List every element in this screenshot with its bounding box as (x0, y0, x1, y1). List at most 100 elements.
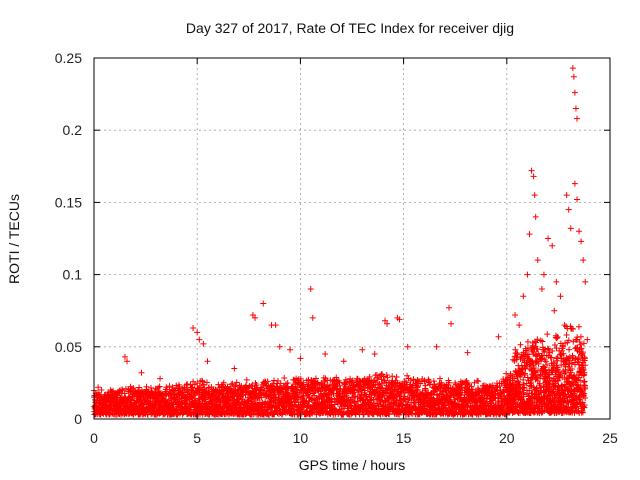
data-point (548, 354, 555, 361)
data-point (582, 385, 589, 392)
data-point (520, 376, 527, 383)
data-point (185, 396, 192, 403)
y-tick-label: 0.25 (55, 50, 82, 66)
data-point (577, 333, 584, 340)
data-point-outlier (464, 349, 471, 356)
data-point-outlier (540, 271, 547, 278)
data-point (378, 397, 385, 404)
y-axis-label: ROTI / TECUs (6, 194, 22, 284)
data-point-outlier (297, 355, 304, 362)
data-point (563, 331, 570, 338)
data-point (568, 325, 575, 332)
data-point (384, 374, 391, 381)
data-point (544, 331, 551, 338)
data-point (468, 383, 475, 390)
data-point (108, 406, 115, 413)
grid-lines (94, 58, 610, 419)
data-point (545, 346, 552, 353)
data-point (570, 325, 577, 332)
data-point (580, 379, 587, 386)
data-point (582, 394, 589, 401)
data-point (166, 383, 173, 390)
data-point (98, 387, 105, 394)
data-point-outlier (340, 358, 347, 365)
data-point (553, 345, 560, 352)
data-point (533, 375, 540, 382)
data-point (184, 380, 191, 387)
data-point (566, 346, 573, 353)
data-point-outlier (287, 346, 294, 353)
data-point-outlier (231, 365, 238, 372)
data-point-outlier (553, 278, 560, 285)
data-point (233, 379, 240, 386)
data-point-outlier (530, 173, 537, 180)
data-point (541, 364, 548, 371)
data-point-outlier (384, 320, 391, 327)
data-point (524, 338, 531, 345)
data-point (565, 399, 572, 406)
data-point-outlier (573, 196, 580, 203)
data-point-outlier (371, 351, 378, 358)
data-point (541, 356, 548, 363)
data-point (551, 398, 558, 405)
data-point-outlier (194, 329, 201, 336)
x-tick-label: 0 (90, 430, 98, 446)
data-point-outlier (495, 333, 502, 340)
data-point (577, 377, 584, 384)
data-point (568, 360, 575, 367)
data-point (284, 380, 291, 387)
data-point (220, 379, 227, 386)
data-point (529, 395, 536, 402)
data-point (534, 336, 541, 343)
axis-ticks (93, 57, 611, 420)
data-point (489, 382, 496, 389)
data-point (578, 345, 585, 352)
data-point (535, 360, 542, 367)
data-point-outlier (520, 293, 527, 300)
y-tick-label: 0.15 (55, 194, 82, 210)
data-point (544, 361, 551, 368)
data-point (401, 378, 408, 385)
data-point (156, 383, 163, 390)
plot-frame (93, 57, 611, 420)
data-point (146, 399, 153, 406)
data-point (517, 341, 524, 348)
data-point (393, 373, 400, 380)
data-point (556, 369, 563, 376)
data-point (336, 382, 343, 389)
data-point (164, 386, 171, 393)
data-point (581, 355, 588, 362)
data-point (581, 369, 588, 376)
data-point-outlier (396, 316, 403, 323)
data-point-outlier (260, 300, 267, 307)
data-point (534, 346, 541, 353)
data-point (575, 323, 582, 330)
data-point (128, 385, 135, 392)
data-point-outlier (549, 242, 556, 249)
data-point (404, 372, 411, 379)
data-point (401, 393, 408, 400)
data-point-outlier (524, 271, 531, 278)
data-point (264, 378, 271, 385)
data-point (243, 376, 250, 383)
data-point (575, 361, 582, 368)
data-point-outlier (538, 286, 545, 293)
data-point-outlier (251, 314, 258, 321)
data-point (533, 339, 540, 346)
data-point-outlier (570, 73, 577, 80)
chart-title: Day 327 of 2017, Rate Of TEC Index for r… (186, 20, 514, 36)
data-point (268, 397, 275, 404)
data-point (554, 333, 561, 340)
data-point (558, 355, 565, 362)
data-point (118, 386, 125, 393)
data-point (248, 383, 255, 390)
data-point-outlier (272, 322, 279, 329)
data-point-outlier (571, 89, 578, 96)
data-point (537, 337, 544, 344)
data-point (381, 377, 388, 384)
data-point (273, 394, 280, 401)
data-point-outlier (157, 375, 164, 382)
data-point (312, 375, 319, 382)
data-point (386, 411, 393, 418)
x-tick-label: 10 (293, 430, 309, 446)
